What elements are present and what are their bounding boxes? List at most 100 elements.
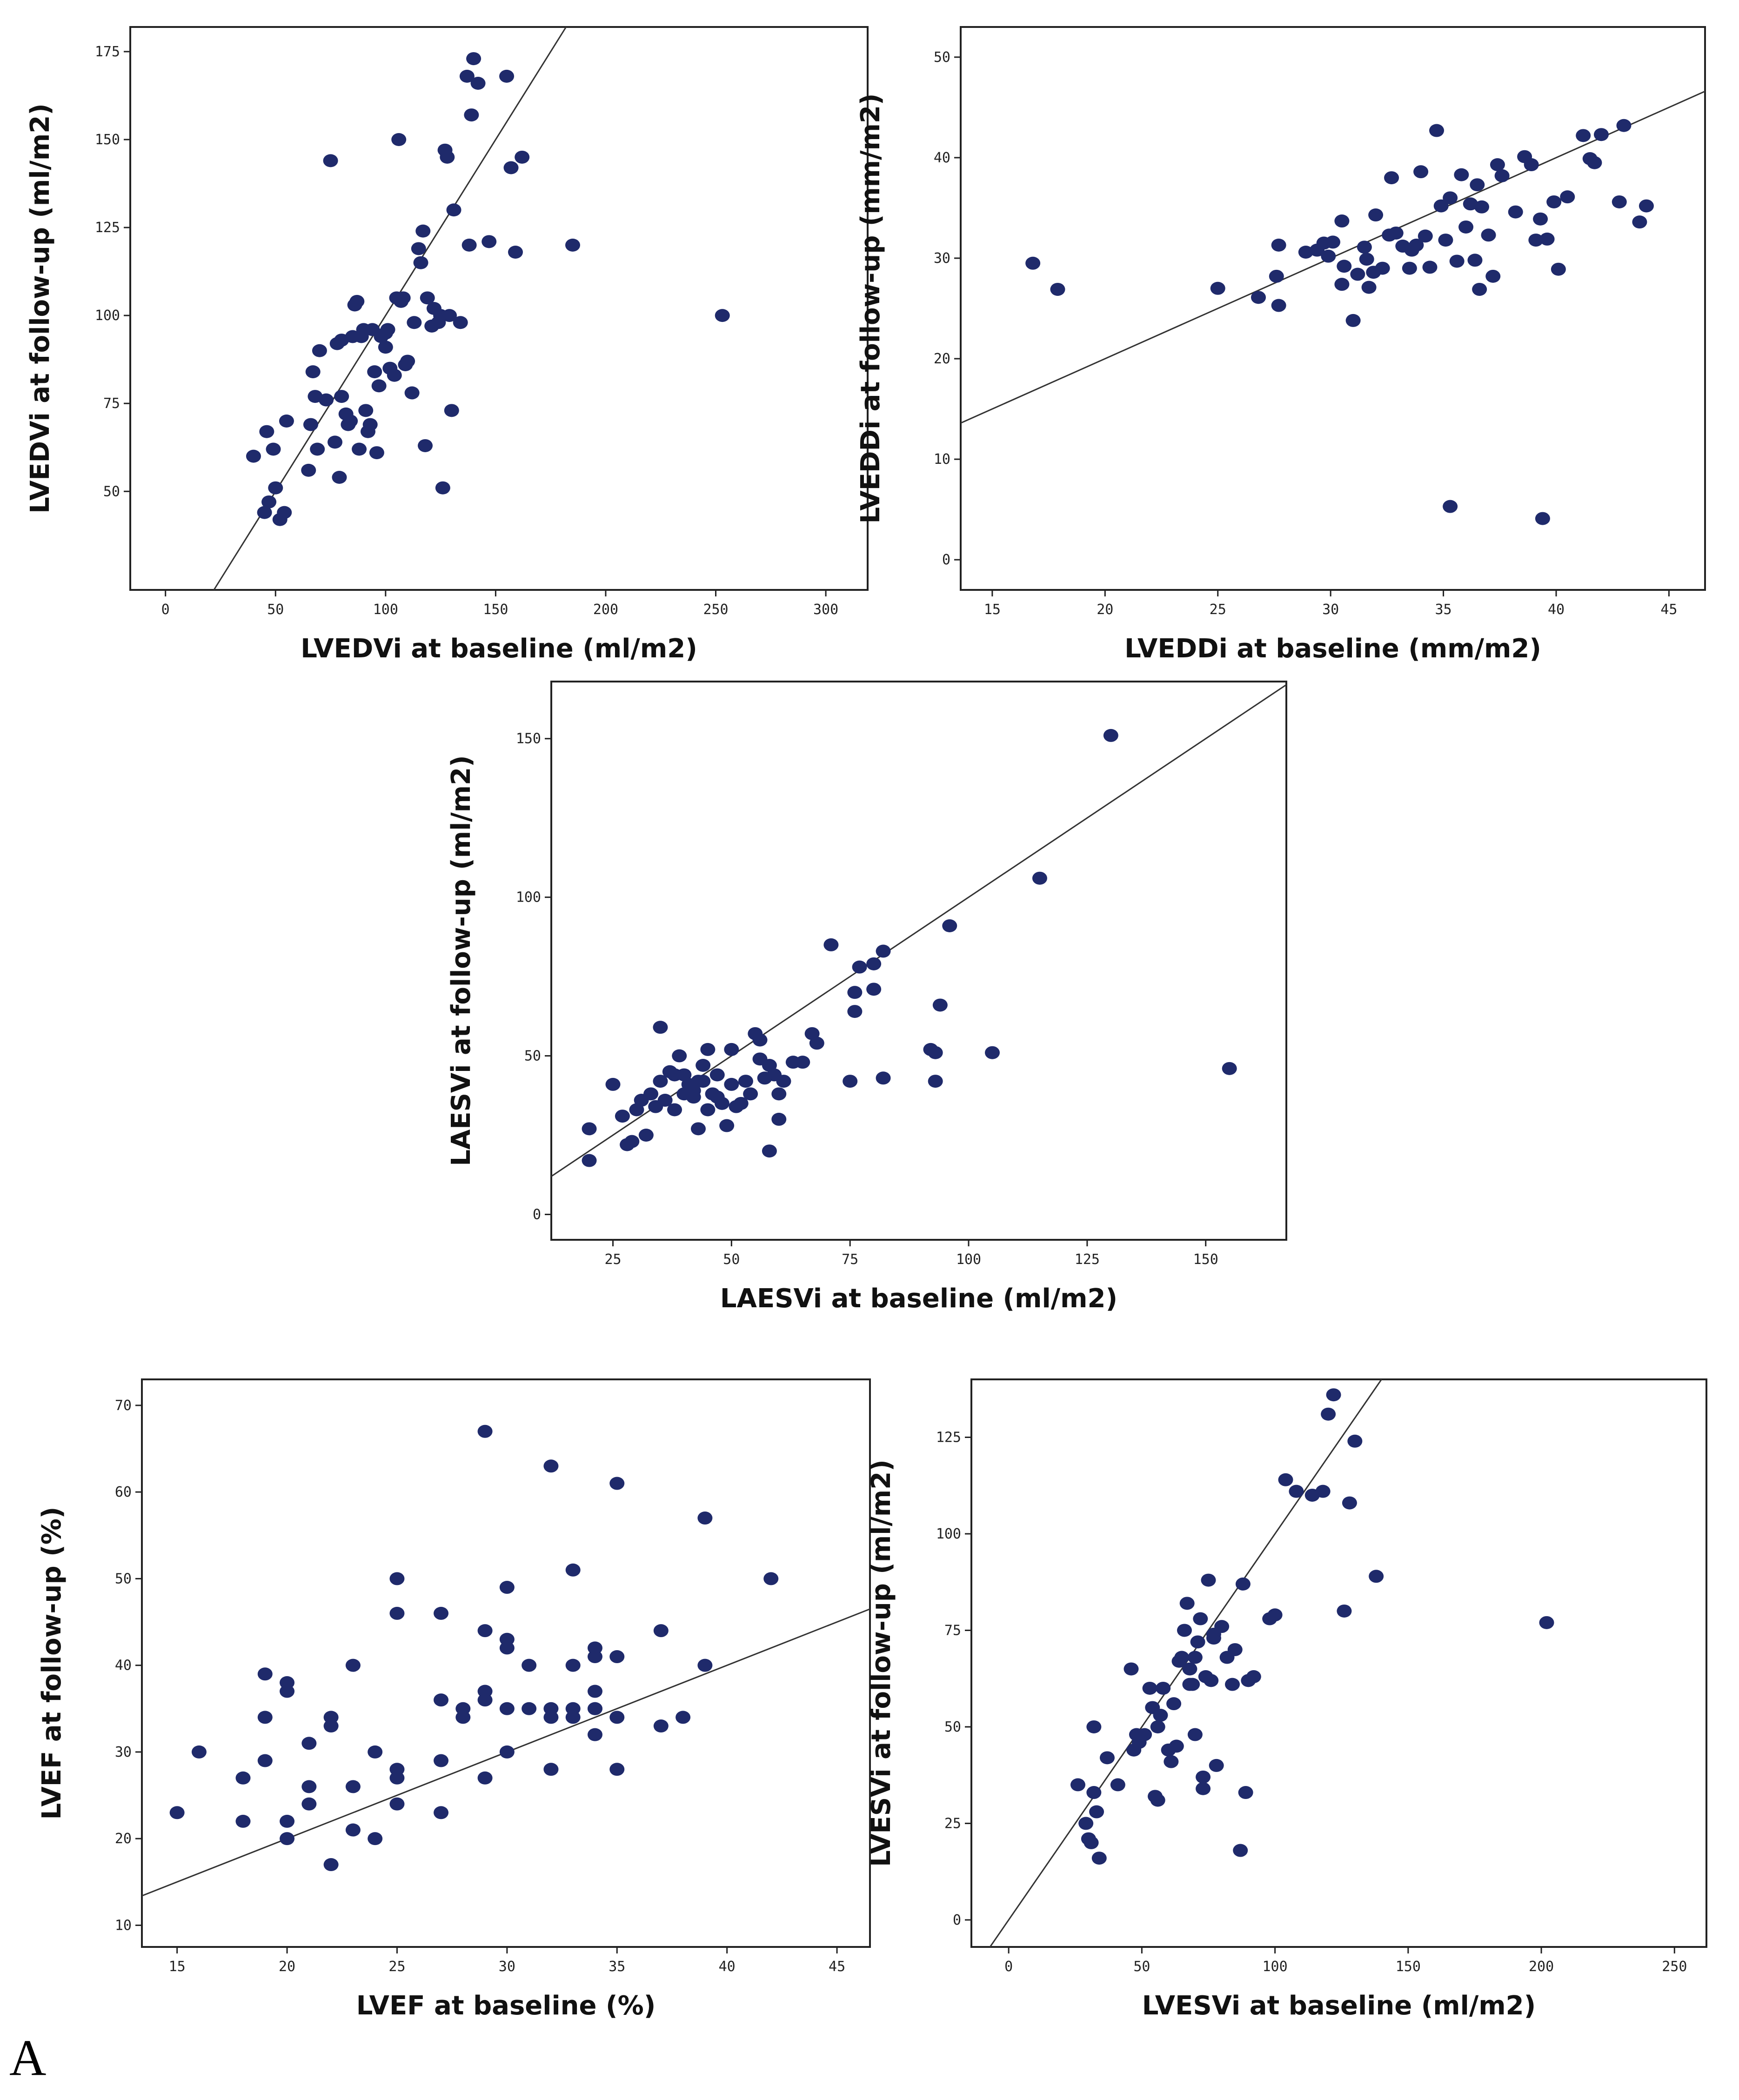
y-axis-title: LVESVi at follow-up (ml/m2) (866, 1459, 896, 1867)
data-point (1086, 1720, 1102, 1733)
plot-frame (550, 681, 1287, 1241)
data-point (609, 1711, 625, 1724)
identity-line (213, 27, 567, 590)
data-point (259, 425, 274, 438)
data-point (696, 1059, 711, 1072)
data-point (1576, 129, 1591, 142)
x-tick-label: 200 (593, 602, 618, 618)
data-point (1409, 238, 1424, 252)
data-point (499, 1745, 515, 1759)
data-point (1508, 205, 1523, 219)
data-point (367, 365, 382, 379)
x-tick-label: 300 (813, 602, 838, 618)
y-tick-label: 30 (934, 250, 950, 267)
data-point (261, 495, 277, 508)
data-point (323, 154, 338, 167)
data-point (653, 1719, 669, 1733)
x-tick-label: 125 (1075, 1251, 1100, 1268)
data-point (1153, 1709, 1168, 1722)
data-point (1467, 254, 1483, 267)
data-point (1533, 212, 1548, 226)
data-point (345, 1780, 361, 1793)
data-point (280, 1832, 295, 1846)
data-point (280, 1814, 295, 1828)
data-point (743, 1087, 758, 1101)
data-point (1210, 281, 1225, 295)
data-point (1187, 1651, 1203, 1664)
data-point (1458, 220, 1474, 234)
y-tick-label: 150 (516, 731, 541, 747)
data-point (700, 1043, 716, 1056)
data-point (1032, 871, 1047, 885)
data-point (653, 1021, 668, 1034)
data-point (1142, 1681, 1157, 1695)
data-point (499, 69, 515, 83)
data-point (1321, 1407, 1336, 1421)
data-point (389, 1572, 405, 1585)
data-point (368, 1832, 383, 1846)
chart-3: 25 50 75 100 125 150 0 50 100 150 LAESVi at baseli… (446, 681, 1287, 1314)
data-point (587, 1728, 602, 1741)
data-point (1196, 1782, 1211, 1795)
data-point (582, 1122, 597, 1136)
data-point (587, 1685, 602, 1698)
data-point (328, 435, 343, 449)
data-point (638, 1129, 654, 1142)
data-point (508, 246, 523, 259)
y-tick-label: 100 (936, 1526, 961, 1542)
chart-1: 0 50 100 150 200 250 300 50 75 100 125 150 175 LVEDVi… (25, 26, 869, 664)
data-point (470, 77, 486, 90)
data-point (343, 415, 358, 428)
data-point (762, 1144, 777, 1158)
chart-2: 15 20 25 30 35 40 45 0 10 20 30 40 50 LVEDDi at basel… (856, 26, 1706, 664)
data-point (852, 960, 867, 974)
data-point (1587, 156, 1602, 169)
chart-5: 0 50 100 150 200 250 0 25 50 75 100 125 LVESVi at ba… (866, 1378, 1707, 2021)
y-tick-label: 20 (934, 351, 950, 367)
panel-letter: A (9, 2029, 47, 2086)
data-point (876, 944, 891, 958)
x-tick-label: 0 (161, 602, 170, 618)
y-axis-title: LVEDDi at follow-up (mm/m2) (856, 93, 886, 523)
y-tick-label: 100 (95, 308, 120, 324)
x-tick-label: 35 (1435, 602, 1452, 618)
data-point (1337, 260, 1352, 273)
data-point (624, 1135, 640, 1148)
y-tick-label: 100 (516, 889, 541, 906)
y-tick-label: 50 (524, 1048, 541, 1064)
data-point (587, 1650, 602, 1664)
data-point (1402, 261, 1417, 275)
data-point (697, 1659, 713, 1672)
data-point (280, 1685, 295, 1698)
x-tick-label: 250 (1662, 1959, 1687, 1975)
data-point (235, 1814, 251, 1828)
data-point (1325, 235, 1340, 249)
data-point (407, 316, 422, 329)
x-tick-label: 150 (1396, 1959, 1421, 1975)
data-point (985, 1046, 1000, 1059)
data-point (1454, 168, 1469, 181)
data-point (349, 294, 365, 308)
y-axis-title: LAESVi at follow-up (ml/m2) (446, 755, 476, 1166)
data-point (795, 1056, 810, 1069)
data-point (1612, 195, 1627, 208)
x-tick-label: 50 (267, 602, 284, 618)
x-tick-label: 40 (1548, 602, 1565, 618)
data-point (257, 1754, 273, 1767)
data-point (389, 1606, 405, 1620)
data-point (1413, 165, 1429, 179)
data-point (847, 1005, 863, 1018)
data-point (418, 439, 433, 452)
data-point (691, 1122, 706, 1136)
data-point (1078, 1817, 1094, 1830)
data-point (1368, 208, 1384, 222)
data-point (1150, 1720, 1165, 1733)
data-point (653, 1075, 668, 1088)
data-point (482, 235, 497, 248)
data-point (565, 1659, 581, 1672)
data-point (499, 1581, 515, 1594)
data-point (1342, 1496, 1357, 1510)
data-point (932, 998, 948, 1012)
data-point (1616, 119, 1632, 132)
plot-frame (129, 26, 869, 591)
